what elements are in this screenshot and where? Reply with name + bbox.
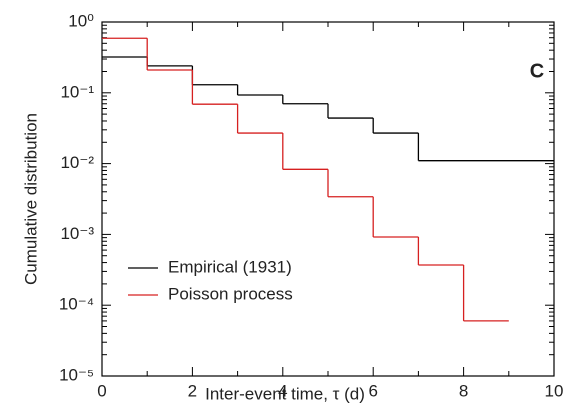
- x-axis-label: Inter-event time, τ (d): [205, 384, 365, 403]
- x-tick-label: 2: [188, 381, 197, 400]
- y-tick-label: 10⁰: [68, 11, 94, 30]
- x-tick-label: 8: [459, 381, 468, 400]
- plot-frame: [101, 21, 555, 377]
- y-axis-label: Cumulative distribution: [21, 113, 40, 285]
- y-tick-label: 10⁻⁴: [59, 295, 94, 314]
- x-tick-label: 10: [545, 381, 564, 400]
- x-tick-label: 0: [97, 381, 106, 400]
- x-tick-label: 4: [278, 381, 287, 400]
- y-tick-label: 10⁻⁵: [59, 365, 94, 384]
- y-tick-label: 10⁻²: [60, 153, 94, 172]
- legend-label: Poisson process: [168, 284, 293, 303]
- x-tick-label: 6: [368, 381, 377, 400]
- y-tick-label: 10⁻³: [60, 224, 94, 243]
- legend-label: Empirical (1931): [168, 257, 292, 276]
- y-tick-label: 10⁻¹: [60, 82, 94, 101]
- panel-label: C: [530, 60, 544, 82]
